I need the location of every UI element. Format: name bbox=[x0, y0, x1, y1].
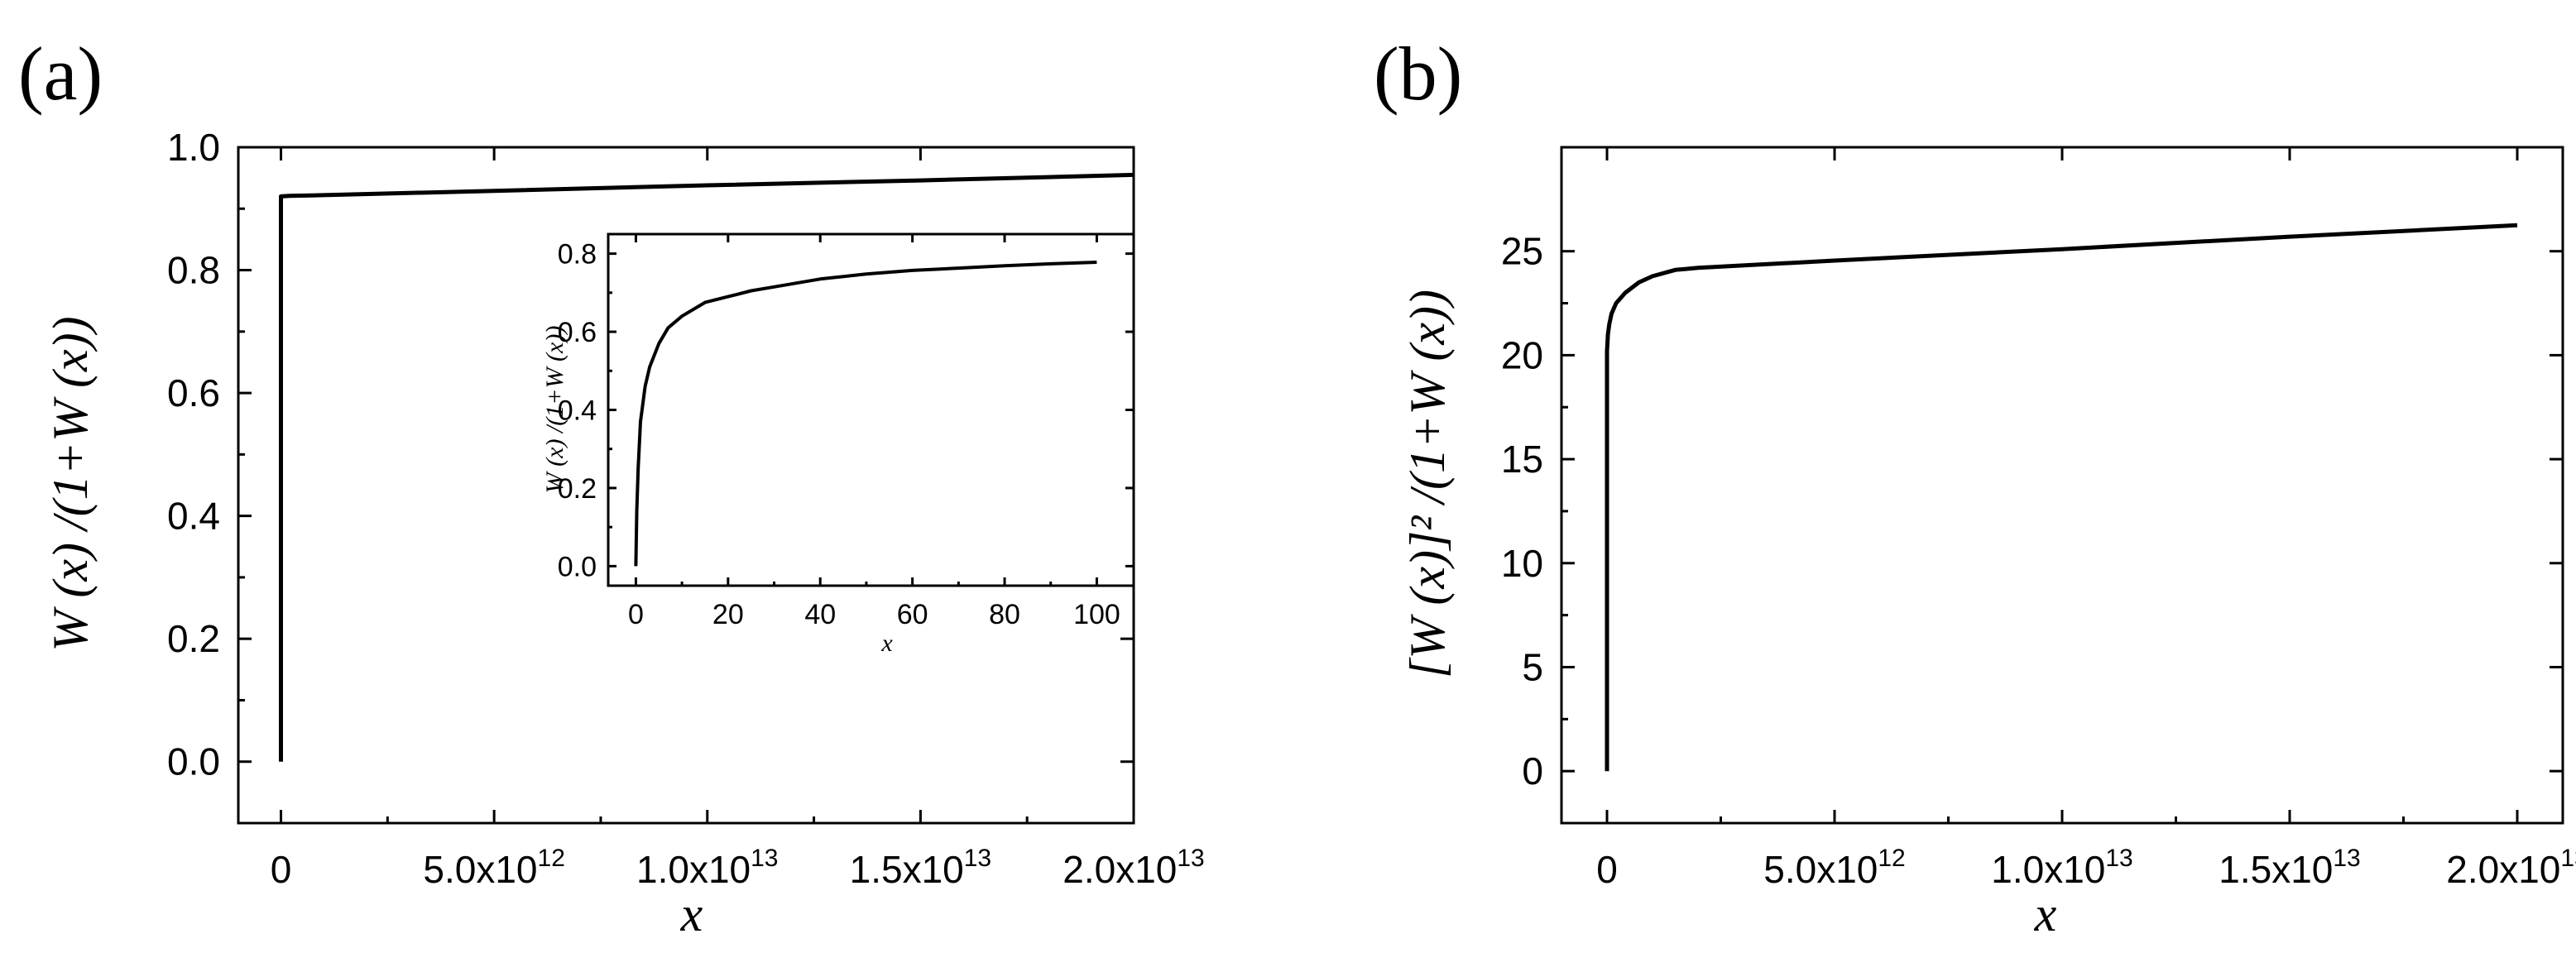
y-tick-label: 0 bbox=[1522, 749, 1543, 792]
y-axis-title: W (x) /(1+W (x)) bbox=[43, 316, 98, 651]
x-tick-label: 0 bbox=[1596, 848, 1618, 891]
x-tick-label: 0 bbox=[271, 848, 292, 891]
y-axis-title: [W (x)]² /(1+W (x)) bbox=[1400, 290, 1455, 678]
x-tick-label: 2.0x1013 bbox=[1063, 845, 1205, 891]
x-tick-label: 2.0x1013 bbox=[2446, 845, 2576, 891]
y-tick-label: 0.0 bbox=[558, 551, 597, 582]
y-tick-label: 0.6 bbox=[167, 371, 220, 414]
x-tick-label: 40 bbox=[804, 599, 836, 630]
y-tick-label: 20 bbox=[1501, 333, 1543, 376]
panel-a-label: (a) bbox=[18, 31, 103, 116]
y-tick-label: 0.2 bbox=[167, 617, 220, 660]
x-tick-label: 1.5x1013 bbox=[850, 845, 992, 891]
x-tick-label: 0 bbox=[628, 599, 644, 630]
x-tick-label: 20 bbox=[712, 599, 744, 630]
x-tick-label: 5.0x1012 bbox=[1763, 845, 1906, 891]
y-tick-label: 0.4 bbox=[167, 495, 220, 538]
series-line bbox=[634, 261, 1097, 567]
y-tick-label: 0.4 bbox=[558, 395, 597, 427]
y-tick-label: 0.8 bbox=[558, 239, 597, 271]
y-tick-label: 5 bbox=[1522, 645, 1543, 688]
x-axis-title: x bbox=[880, 630, 893, 657]
x-tick-exponent: 13 bbox=[964, 845, 991, 872]
y-tick-label: 0.8 bbox=[167, 249, 220, 292]
y-tick-label: 0.0 bbox=[167, 740, 220, 783]
y-tick-label: 25 bbox=[1501, 230, 1543, 273]
x-tick-label: 5.0x1012 bbox=[423, 845, 565, 891]
series-line bbox=[1605, 223, 2518, 772]
x-tick-exponent: 12 bbox=[1878, 845, 1905, 872]
x-tick-exponent: 12 bbox=[538, 845, 565, 872]
chart-b-main: 0 5.0x1012 1.0x1013 1.5x1013 2.0x1013 0 5 10 15 2… bbox=[1400, 146, 2576, 941]
x-tick-label: 100 bbox=[1073, 599, 1120, 630]
x-tick-exponent: 13 bbox=[751, 845, 778, 872]
x-tick-exponent: 13 bbox=[2333, 845, 2360, 872]
inset-background bbox=[608, 234, 1134, 586]
x-tick-exponent: 13 bbox=[2105, 845, 2132, 872]
y-tick-label: 0.2 bbox=[558, 473, 597, 505]
series-line bbox=[279, 172, 1134, 762]
x-tick-exponent: 13 bbox=[1177, 845, 1204, 872]
x-axis-title: x bbox=[680, 887, 703, 941]
x-tick-label: 60 bbox=[897, 599, 928, 630]
chart-a-inset: 0 20 40 60 80 100 0.0 0.2 0.4 0.6 0.8 x W (x) /(1+W … bbox=[541, 232, 1135, 657]
y-tick-label: 1.0 bbox=[167, 126, 220, 169]
x-tick-label: 80 bbox=[989, 599, 1020, 630]
x-tick-exponent: 13 bbox=[2560, 845, 2576, 872]
y-tick-label: 0.6 bbox=[558, 317, 597, 348]
y-tick-label: 15 bbox=[1501, 438, 1543, 481]
x-tick-label: 1.0x1013 bbox=[636, 845, 779, 891]
y-axis-title: W (x) /(1+W (x)) bbox=[541, 326, 568, 494]
panel-b-label: (b) bbox=[1374, 31, 1462, 116]
x-tick-label: 1.0x1013 bbox=[1991, 845, 2133, 891]
x-axis-title: x bbox=[2034, 887, 2057, 941]
x-tick-label: 1.5x1013 bbox=[2219, 845, 2361, 891]
y-tick-label: 10 bbox=[1501, 542, 1543, 585]
